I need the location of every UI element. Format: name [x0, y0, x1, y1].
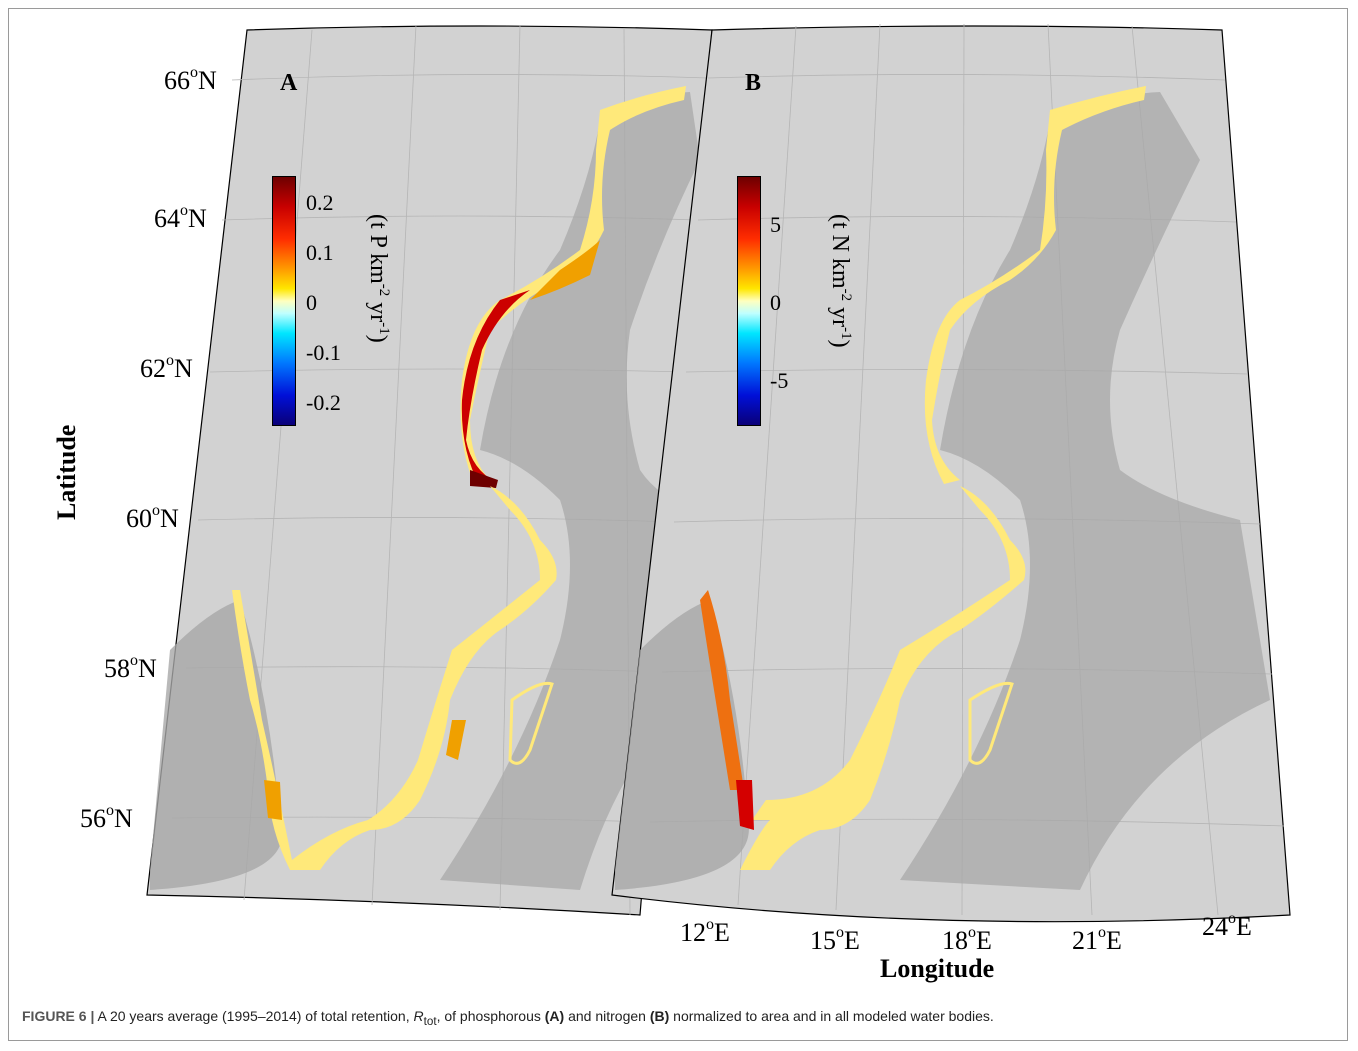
colorbar-b-tick: -5 — [770, 368, 789, 393]
lon-tick-label: 15oE — [810, 924, 860, 955]
panel-label-a: A — [280, 70, 298, 96]
colorbar-a-tick: -0.2 — [306, 390, 341, 415]
colorbar-a-tick: 0 — [306, 290, 317, 315]
panel-b-water-bodies — [700, 86, 1146, 870]
colorbar-b-unit: (t N km-2 yr-1) — [827, 214, 854, 348]
colorbar-a-tick: 0.1 — [306, 240, 334, 265]
figure-frame — [8, 8, 1348, 1041]
colorbar-b-tick: 5 — [770, 212, 781, 237]
panel-b-map — [611, 23, 1291, 923]
lat-tick-label: 56oN — [80, 802, 133, 833]
x-axis-title: Longitude — [880, 954, 995, 983]
caption-symbol-sub: tot — [423, 1014, 437, 1028]
lon-tick-label: 18oE — [942, 924, 992, 955]
caption-ref-b: (B) — [649, 1008, 670, 1024]
panel-label-b: B — [745, 70, 762, 96]
lon-tick-label: 24oE — [1202, 910, 1252, 941]
colorbar-b-tick: 0 — [770, 290, 781, 315]
y-axis-title: Latitude — [52, 424, 81, 520]
caption-ref-a: (A) — [544, 1008, 565, 1024]
colorbar-a-unit: (t P km-2 yr-1) — [365, 214, 392, 343]
lon-tick-label: 12oE — [680, 916, 730, 947]
caption-text: normalized to area and in all modeled wa… — [669, 1008, 994, 1024]
colorbar-a — [272, 176, 296, 426]
lon-tick-label: 21oE — [1072, 924, 1122, 955]
caption-text: , of phosphorous — [436, 1008, 545, 1024]
colorbar-b — [737, 176, 761, 426]
lat-tick-label: 64oN — [154, 202, 207, 233]
lat-tick-label: 60oN — [126, 502, 179, 533]
colorbar-a-tick: -0.1 — [306, 340, 341, 365]
panel-a-water-bodies — [232, 86, 686, 870]
figure-caption: FIGURE 6 | A 20 years average (1995–2014… — [22, 1008, 994, 1028]
caption-label: FIGURE 6 | — [22, 1008, 95, 1024]
caption-text: A 20 years average (1995–2014) of total … — [94, 1008, 414, 1024]
lat-tick-label: 66oN — [164, 64, 217, 95]
colorbar-a-tick: 0.2 — [306, 190, 334, 215]
caption-text: and nitrogen — [564, 1008, 650, 1024]
lat-tick-label: 62oN — [140, 352, 193, 383]
caption-symbol: R — [413, 1008, 424, 1024]
lat-tick-label: 58oN — [104, 652, 157, 683]
